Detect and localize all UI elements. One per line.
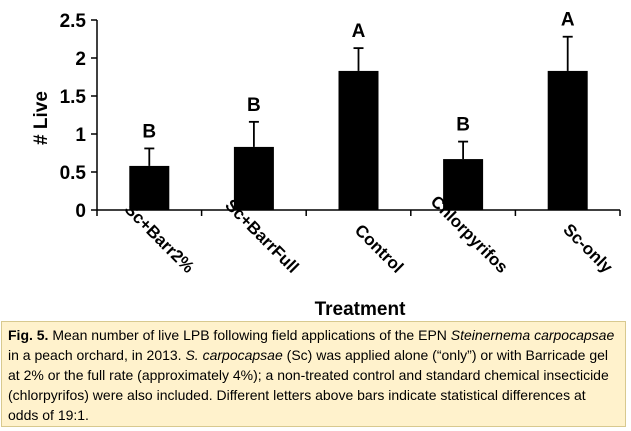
bar	[547, 70, 588, 210]
caption-text-2: in a peach orchard, in 2013.	[8, 347, 186, 363]
y-tick-label: 0	[75, 201, 86, 222]
caption-text-1: Mean number of live LPB following field …	[48, 327, 451, 343]
y-axis-label: # Live	[31, 91, 52, 145]
caption-species-short: S. carpocapsae	[185, 347, 283, 363]
caption-label: Fig. 5.	[8, 327, 49, 343]
caption-text-3: (Sc) was applied alone (“only”) or with …	[8, 347, 609, 423]
caption-species: Steinernema carpocapsae	[450, 327, 615, 343]
x-axis-label: Treatment	[315, 299, 406, 320]
significance-letter: B	[142, 121, 156, 142]
significance-letter: B	[456, 115, 470, 136]
significance-letter: B	[247, 95, 261, 116]
y-tick-label: 2	[75, 49, 86, 70]
significance-letter: A	[561, 10, 575, 31]
y-tick-label: 2.5	[60, 11, 87, 32]
x-tick-label: Sc-only	[559, 220, 616, 277]
chart-error-bars	[144, 35, 573, 166]
bar	[443, 159, 484, 210]
x-tick-label: Sc+Barr2%	[121, 200, 198, 277]
chart-bars	[129, 70, 588, 210]
bar	[233, 146, 274, 210]
x-tick-label: Control	[351, 221, 407, 277]
bar	[338, 70, 379, 210]
y-tick-label: 1	[75, 125, 86, 146]
chart-y-ticks: 0 0.5 1 1.5 2 2.5	[60, 11, 97, 222]
y-tick-label: 0.5	[60, 163, 87, 184]
figure-caption: Fig. 5. Mean number of live LPB followin…	[1, 321, 626, 427]
chart-significance-letters: B B A B A	[142, 10, 574, 143]
bar	[129, 165, 170, 210]
y-tick-label: 1.5	[60, 87, 87, 108]
significance-letter: A	[352, 21, 366, 42]
